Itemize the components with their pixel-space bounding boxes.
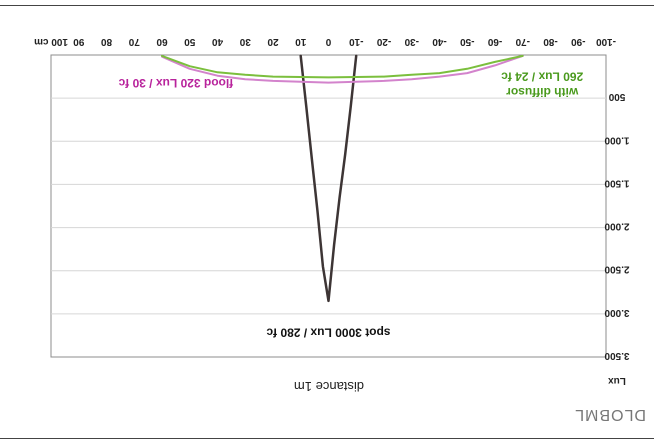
series-line-2 [161,54,524,79]
y-tick-label-2: 1.500 [604,177,629,188]
x-tick-label-2: -80 [543,36,558,47]
x-tick-label-11: 10 [295,36,307,47]
annotation-1: flood 320 Lux / 30 fc [118,76,233,90]
x-tick-label-19: 90 [73,36,85,47]
series-line-0 [299,54,358,303]
x-tick-label-0: -100 [596,36,616,47]
x-tick-label-5: -50 [460,36,475,47]
x-tick-label-7: -30 [404,36,419,47]
x-tick-label-6: -40 [432,36,447,47]
outer-frame-top [0,438,654,439]
annotation-2: 260 Lux / 24 fc [501,69,583,83]
x-tick-label-8: -20 [376,36,391,47]
annotations: spot 3000 Lux / 280 fc flood 320 Lux / 30… [118,69,583,339]
x-tick-label-17: 70 [128,36,140,47]
y-tick-label-5: 3.000 [604,307,629,318]
plot-area [50,54,607,358]
x-tick-label-3: -70 [515,36,530,47]
grid [51,97,606,315]
series-group [161,54,524,303]
x-tick-label-18: 80 [101,36,113,47]
x-tick-label-4: -60 [487,36,502,47]
x-tick-label-1: -90 [571,36,586,47]
outer-frame-bottom [0,5,654,6]
y-tick-label-3: 2.000 [604,221,629,232]
y-axis-label: Lux [608,375,626,386]
x-axis: -100-90-80-70-60-50-40-30-20-10010203040… [34,36,616,47]
brand-logo: DLOBML [574,406,646,423]
x-axis-label: distance 1m [294,379,364,394]
x-tick-label-14: 40 [212,36,224,47]
x-tick-label-10: 0 [325,36,331,47]
x-tick-label-20: 100 cm [34,36,68,47]
y-tick-label-4: 2.500 [604,264,629,275]
x-tick-label-13: 30 [239,36,251,47]
series-line-1 [161,54,524,84]
y-tick-label-6: 3.500 [604,350,629,361]
annotation-3: with diffusor [506,85,579,99]
y-tick-label-0: 500 [608,91,625,102]
y-axis: 500 1.000 1.500 2.000 2.500 3.000 3.500 [604,91,629,361]
annotation-0: spot 3000 Lux / 280 fc [266,326,390,340]
x-tick-label-15: 50 [184,36,196,47]
x-tick-label-12: 20 [267,36,279,47]
x-tick-label-16: 60 [156,36,168,47]
y-tick-label-1: 1.000 [604,134,629,145]
x-tick-label-9: -10 [349,36,364,47]
